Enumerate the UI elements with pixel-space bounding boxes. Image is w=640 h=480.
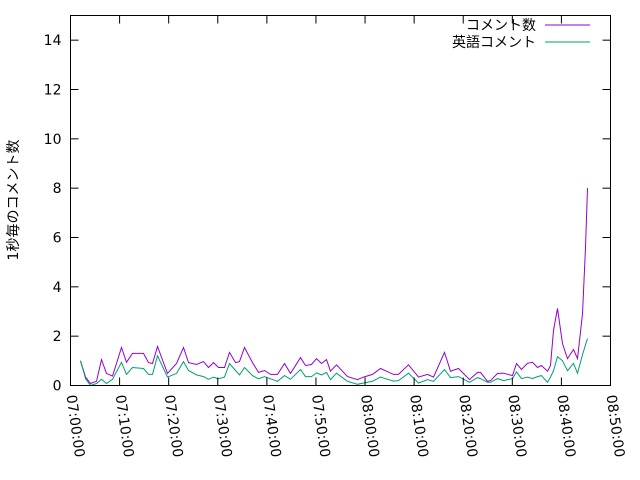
x-tick-label: 07:10:00 [112,394,137,459]
y-tick-label: 14 [44,33,62,49]
y-tick-label: 2 [53,329,62,345]
x-tick-label: 08:30:00 [504,394,529,459]
y-tick-label: 0 [53,379,62,395]
x-tick-label: 07:00:00 [63,394,88,459]
plot-border [70,15,611,386]
x-tick-label: 07:50:00 [308,394,333,459]
x-tick-label: 08:00:00 [357,394,382,459]
y-tick-label: 4 [53,280,62,296]
x-tick-label: 08:40:00 [553,394,578,459]
x-tick-label: 07:20:00 [161,394,186,459]
x-tick-label: 08:10:00 [406,394,431,459]
series-layer [80,188,588,387]
legend: コメント数 英語コメント [452,18,590,51]
y-tick-label: 8 [53,181,62,197]
y-tick-label: 10 [44,132,62,148]
x-tick-label: 07:30:00 [210,394,235,459]
legend-label-0: コメント数 [466,18,536,34]
x-tick-label: 08:50:00 [603,394,628,459]
series-line-1 [80,338,588,387]
y-tick-label: 6 [53,231,62,247]
axis-ticks: 0 2 4 6 8 10 12 14 07:00:00 07:10:00 07:20:00 07:30… [44,15,628,459]
x-tick-label: 07:40:00 [259,394,284,459]
y-axis-label: 1秒毎のコメント数 [6,140,22,261]
series-line-0 [80,188,588,385]
legend-label-1: 英語コメント [452,34,536,51]
x-tick-label: 08:20:00 [455,394,480,459]
y-tick-label: 12 [44,83,62,99]
